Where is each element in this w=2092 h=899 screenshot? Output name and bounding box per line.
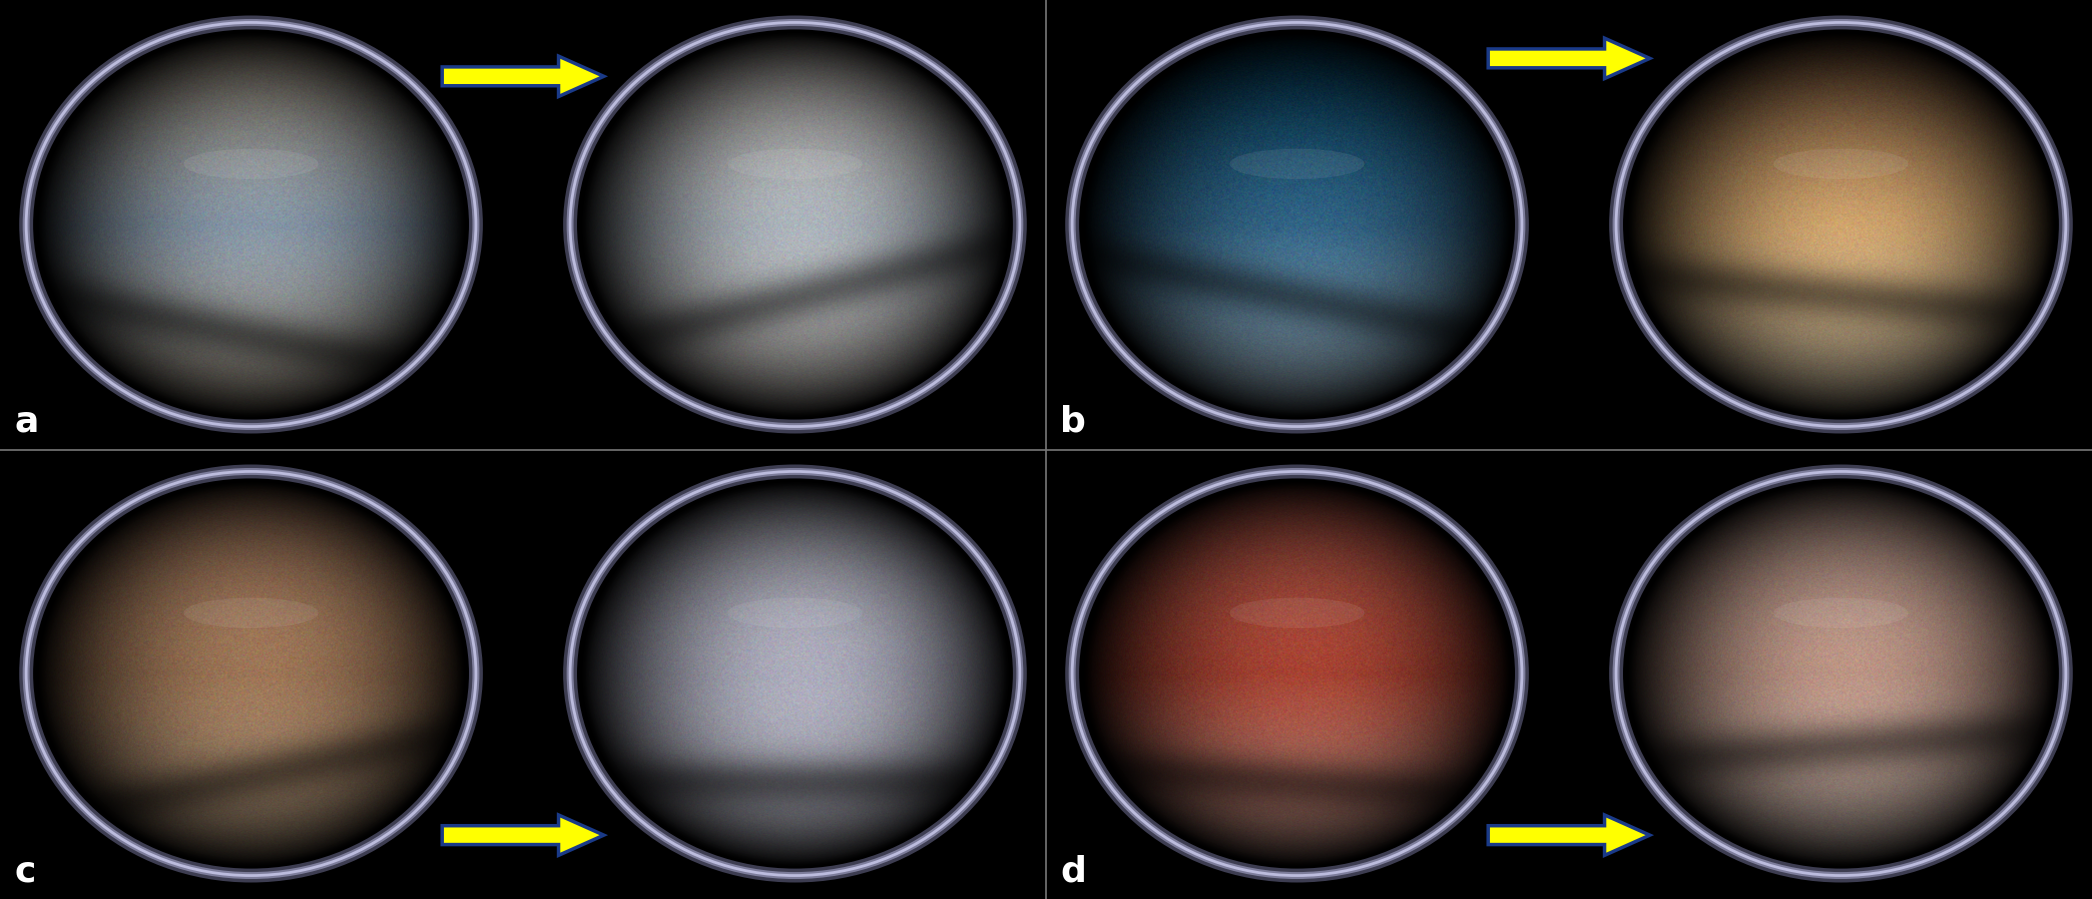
FancyArrow shape	[441, 56, 605, 96]
FancyArrow shape	[1487, 38, 1651, 78]
Text: c: c	[15, 854, 36, 888]
FancyArrow shape	[1487, 814, 1651, 855]
Ellipse shape	[1605, 461, 2077, 886]
Ellipse shape	[728, 598, 862, 628]
Ellipse shape	[1605, 13, 2077, 437]
Ellipse shape	[1061, 461, 1533, 886]
Ellipse shape	[15, 461, 487, 886]
Ellipse shape	[1230, 148, 1364, 179]
Text: d: d	[1061, 854, 1086, 888]
Ellipse shape	[1061, 13, 1533, 437]
Ellipse shape	[1774, 148, 1908, 179]
Text: a: a	[15, 405, 38, 439]
Ellipse shape	[184, 598, 318, 628]
FancyArrow shape	[441, 814, 605, 855]
Ellipse shape	[184, 148, 318, 179]
Ellipse shape	[559, 13, 1031, 437]
Text: b: b	[1061, 405, 1086, 439]
Ellipse shape	[15, 13, 487, 437]
Ellipse shape	[728, 148, 862, 179]
Ellipse shape	[559, 461, 1031, 886]
Ellipse shape	[1230, 598, 1364, 628]
Ellipse shape	[1774, 598, 1908, 628]
